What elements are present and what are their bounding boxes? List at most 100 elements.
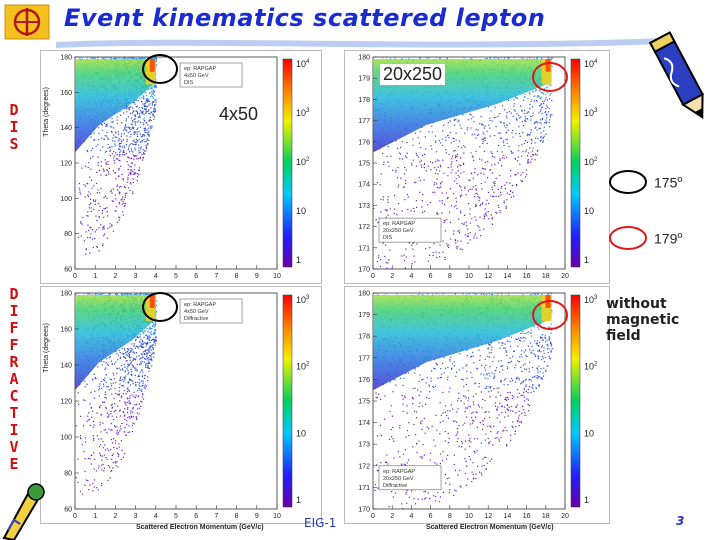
pencil-decoration-icon: [648, 31, 704, 120]
y-tick-label: 179: [358, 312, 370, 319]
colorbar-tick-label: 103: [296, 295, 310, 305]
plot-dis-20x250: 180 179 178 177 176 175 174 173 172 171 170 0 2 4 6 8 10…: [344, 50, 610, 284]
y-tick-label: 60: [64, 267, 72, 274]
y-tick-label: 172: [358, 224, 370, 231]
x-tick-label: 7: [214, 273, 218, 280]
density-region: [373, 295, 552, 391]
x-axis-title-left: Scattered Electron Momentum (GeV/c): [136, 524, 264, 531]
plot-dis-4x50: 180 160 140 120 100 80 60 0 1 2 3 4 5 6 7 8 9 10 Theta (de…: [40, 50, 322, 284]
x-tick-label: 2: [113, 513, 117, 520]
y-tick-label: 180: [358, 55, 370, 62]
hot-spot-core: [149, 295, 155, 308]
y-tick-label: 171: [358, 245, 370, 252]
legend-line: 4x50 GeV: [184, 73, 209, 79]
y-axis-title: Theta (degrees): [43, 323, 50, 373]
title-underline-decoration: [56, 38, 666, 48]
vertical-letter: A: [9, 370, 19, 388]
legend-line: ep: RAPGAP: [184, 302, 216, 308]
colorbar-tick-label: 102: [584, 362, 598, 372]
vertical-letter: R: [9, 353, 19, 371]
y-tick-label: 178: [358, 334, 370, 341]
energy-label-4x50: 4x50: [216, 104, 262, 125]
x-tick-label: 8: [235, 273, 239, 280]
y-tick-label: 100: [60, 435, 72, 442]
colorbar-tick-label: 10: [296, 206, 306, 216]
colorbar-tick-label: 1: [296, 255, 301, 265]
legend-line: DIS: [383, 235, 393, 241]
x-tick-label: 5: [174, 273, 178, 280]
y-tick-label: 176: [358, 377, 370, 384]
x-tick-label: 0: [73, 273, 77, 280]
x-tick-label: 16: [523, 513, 531, 520]
x-tick-label: 0: [73, 513, 77, 520]
y-tick-label: 140: [60, 125, 72, 132]
plot-svg: 180 160 140 120 100 80 600 1 2 3 4 5 6 7 8 9 10 Theta (de…: [43, 55, 310, 281]
x-tick-label: 12: [484, 513, 492, 520]
y-tick-label: 174: [358, 182, 370, 189]
vertical-letter: D: [9, 285, 19, 303]
y-tick-label: 120: [60, 399, 72, 406]
vertical-letter: F: [9, 319, 19, 337]
colorbar: [282, 58, 293, 268]
plot-diffractive-4x50: 180 160 140 120 100 80 60 0 1 2 3 4 5 6 7 8 9 10 Theta (de…: [40, 286, 322, 524]
x-tick-label: 6: [194, 273, 198, 280]
density-region: [75, 295, 156, 391]
x-tick-label: 4: [154, 513, 158, 520]
colorbar-tick-label: 10: [584, 428, 594, 438]
colorbar: [570, 294, 581, 508]
footer-text: EIG-1: [304, 516, 337, 530]
highlight-circle-dis-20x250: [532, 62, 568, 92]
x-tick-label: 18: [542, 273, 550, 280]
colorbar-tick-label: 102: [296, 362, 310, 372]
colorbar-tick-label: 102: [584, 157, 598, 167]
y-tick-label: 177: [358, 118, 370, 125]
legend-line: 20x250 GeV: [383, 476, 414, 482]
vertical-letter: T: [9, 404, 19, 422]
x-tick-label: 0: [371, 273, 375, 280]
x-tick-label: 6: [429, 513, 433, 520]
y-tick-label: 180: [60, 291, 72, 298]
vertical-letter: E: [9, 455, 19, 473]
institute-logo-icon: [4, 4, 50, 40]
highlight-circle-diff-20x250: [532, 300, 568, 330]
legend-line: Diffractive: [383, 483, 407, 489]
x-tick-label: 3: [134, 513, 138, 520]
vertical-letter: I: [9, 302, 19, 320]
density-region: [75, 59, 156, 153]
highlight-circle-diff-4x50: [142, 292, 178, 322]
legend-line: 20x250 GeV: [383, 228, 414, 234]
key-175-label: 175o: [654, 174, 683, 191]
x-tick-label: 1: [93, 273, 97, 280]
x-tick-label: 16: [523, 273, 531, 280]
y-tick-label: 170: [358, 267, 370, 274]
x-tick-label: 14: [504, 273, 512, 280]
y-tick-label: 160: [60, 327, 72, 334]
x-tick-label: 4: [409, 513, 413, 520]
legend-line: ep: RAPGAP: [184, 66, 216, 72]
x-tick-label: 8: [448, 273, 452, 280]
y-tick-label: 80: [64, 231, 72, 238]
colorbar: [570, 58, 581, 268]
x-tick-label: 1: [93, 513, 97, 520]
y-tick-label: 160: [60, 90, 72, 97]
key-179-ellipse-icon: [609, 226, 647, 250]
legend-line: DIS: [184, 80, 194, 86]
x-tick-label: 8: [448, 513, 452, 520]
x-tick-label: 2: [113, 273, 117, 280]
vertical-letter: D: [9, 101, 19, 119]
y-tick-label: 175: [358, 399, 370, 406]
vertical-letter: I: [9, 118, 19, 136]
no-magnetic-field-note: without magnetic field: [606, 296, 680, 344]
legend-line: ep: RAPGAP: [383, 221, 415, 227]
x-tick-label: 4: [409, 273, 413, 280]
x-tick-label: 6: [194, 513, 198, 520]
x-tick-label: 6: [429, 273, 433, 280]
y-tick-label: 174: [358, 420, 370, 427]
legend-line: 4x50 GeV: [184, 309, 209, 315]
